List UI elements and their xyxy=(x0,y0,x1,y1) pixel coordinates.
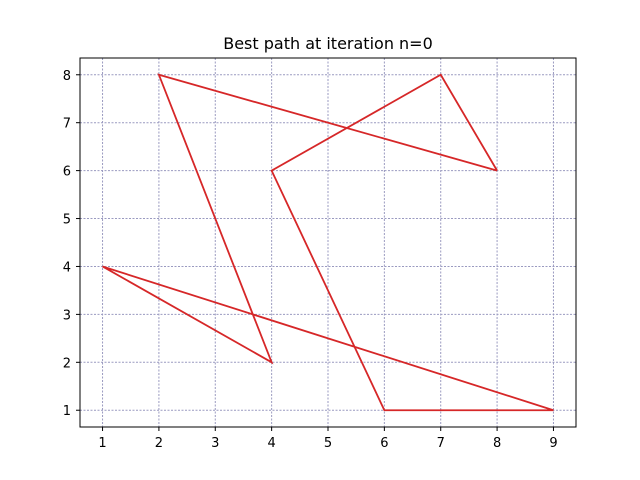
y-tick-label: 5 xyxy=(63,213,71,228)
x-tick-label: 8 xyxy=(493,436,501,451)
x-tick-label: 5 xyxy=(324,436,332,451)
axes-frame xyxy=(79,57,577,428)
y-tick-label: 2 xyxy=(63,356,71,371)
x-tick-label: 3 xyxy=(211,436,219,451)
y-tick-label: 4 xyxy=(63,260,71,275)
x-tick-label: 9 xyxy=(549,436,557,451)
best-path-line xyxy=(102,73,554,412)
x-tick-label: 4 xyxy=(267,436,275,451)
y-tick-label: 7 xyxy=(63,117,71,132)
y-tick-label: 8 xyxy=(63,69,71,84)
y-tick-label: 1 xyxy=(63,404,71,419)
y-tick-label: 6 xyxy=(63,165,71,180)
x-tick-label: 1 xyxy=(98,436,106,451)
x-tick-label: 2 xyxy=(155,436,163,451)
x-tick-label: 7 xyxy=(437,436,445,451)
x-tick-label: 6 xyxy=(380,436,388,451)
path-layer xyxy=(102,73,554,412)
chart-title: Best path at iteration n=0 xyxy=(223,34,433,53)
grid-layer xyxy=(80,58,576,427)
y-tick-label: 3 xyxy=(63,308,71,323)
ticks-layer: 1 2 3 4 5 6 7 8 9 1 2 3 4 5 6 7 8 xyxy=(63,69,558,451)
